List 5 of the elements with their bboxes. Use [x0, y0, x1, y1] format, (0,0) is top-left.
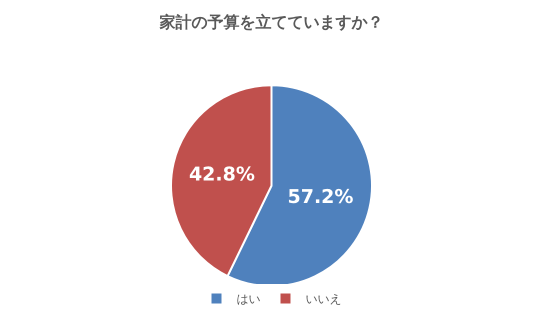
legend-label: いいえ — [306, 292, 342, 306]
legend-label: はい — [236, 292, 260, 306]
chart-title: 家計の予算を立てていますか？ — [158, 12, 384, 32]
data-label: 57.2% — [288, 186, 354, 208]
data-label: 42.8% — [188, 163, 255, 186]
